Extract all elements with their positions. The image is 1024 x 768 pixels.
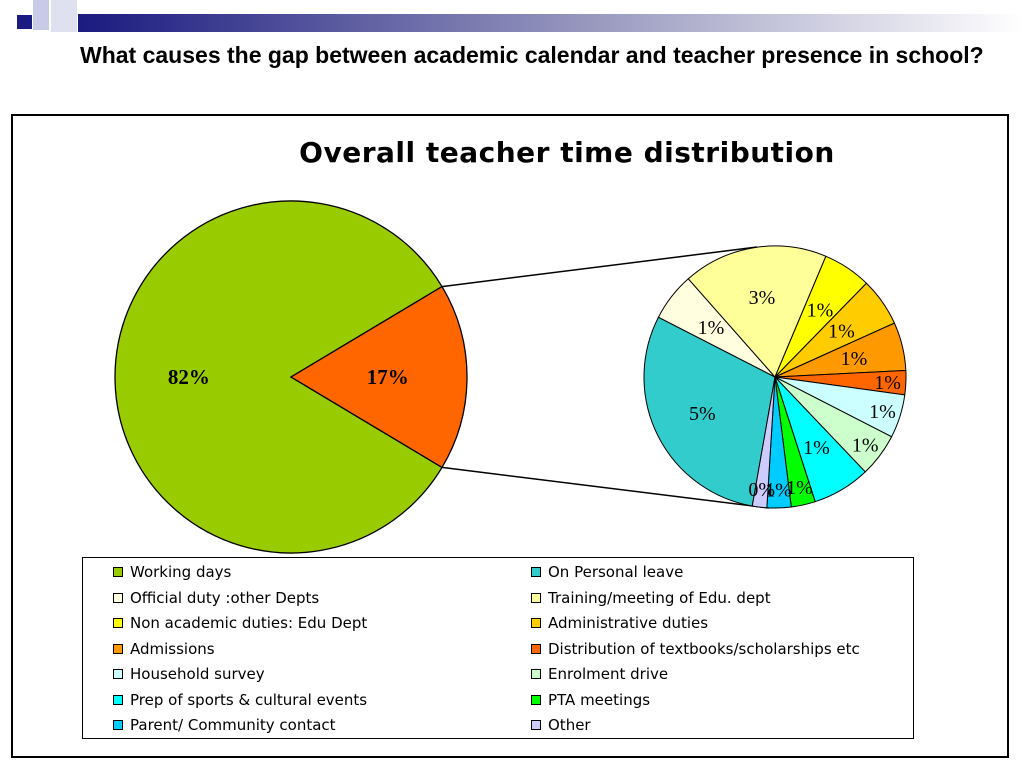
legend-label: Prep of sports & cultural events (130, 690, 368, 709)
chart-legend: Working days On Personal leave Official du… (82, 557, 914, 739)
legend-item-other: Other (531, 714, 591, 736)
legend-item-on-personal-leave: On Personal leave (531, 561, 683, 583)
legend-item-working-days: Working days (113, 561, 231, 583)
legend-swatch (531, 669, 541, 679)
legend-item-administrative-duties: Administrative duties (531, 612, 708, 634)
pie-connector-lines (441, 246, 770, 509)
pie-of-pie-chart: Overall teacher time distribution 82% 17%… (114, 136, 907, 554)
legend-swatch (531, 643, 541, 654)
main-pie-label-working-days: 82% (168, 365, 210, 389)
header-decoration (4, 0, 1024, 32)
legend-swatch (531, 592, 541, 603)
legend-item-enrolment-drive: Enrolment drive (531, 663, 668, 685)
legend-label: Working days (130, 563, 232, 581)
secondary-pie-label-official-duty-other-depts: 1% (698, 317, 725, 339)
legend-label: PTA meetings (548, 690, 651, 709)
secondary-pie-label-on-personal-leave: 5% (689, 403, 716, 425)
secondary-pie-label-pta-meetings: 1% (786, 477, 813, 499)
main-pie: 82% 17% (114, 200, 468, 554)
legend-swatch (531, 618, 541, 628)
chart-title: Overall teacher time distribution (299, 136, 835, 169)
legend-label: Other (548, 716, 591, 734)
legend-label: Non academic duties: Edu Dept (130, 614, 368, 632)
legend-label: On Personal leave (548, 563, 684, 581)
secondary-pie-label-non-academic-duties-edu-dept: 1% (807, 299, 834, 321)
legend-item-pta-meetings: PTA meetings (531, 689, 650, 711)
legend-item-official-duty-other-depts: Official duty :other Depts (113, 587, 319, 609)
legend-swatch (113, 720, 123, 730)
legend-label: Admissions (130, 639, 215, 658)
secondary-pie-label-training-meeting-of-edu-dept: 3% (749, 287, 776, 309)
connector-line-bottom (441, 466, 770, 509)
secondary-pie-label-household-survey: 1% (869, 401, 896, 423)
legend-swatch (531, 720, 541, 730)
secondary-pie: 5%1%3%1%1%1%1%1%1%1%1%1%0% (643, 245, 907, 509)
deco-square-dark (17, 15, 32, 29)
secondary-pie-label-other: 0% (748, 479, 775, 501)
deco-square-lavender-2 (51, 0, 77, 32)
legend-item-non-academic-duties-edu-dept: Non academic duties: Edu Dept (113, 612, 367, 634)
legend-swatch (113, 592, 123, 603)
legend-item-prep-of-sports-cultural-events: Prep of sports & cultural events (113, 689, 367, 711)
chart-frame: Overall teacher time distribution 82% 17%… (11, 114, 1009, 758)
main-pie-slice-working-days (114, 200, 443, 554)
legend-label: Administrative duties (548, 614, 709, 632)
secondary-pie-label-admissions: 1% (841, 348, 868, 370)
legend-label: Enrolment drive (548, 665, 669, 683)
legend-swatch (531, 567, 541, 577)
secondary-pie-slice-other (751, 376, 776, 509)
secondary-pie-label-administrative-duties: 1% (828, 320, 855, 342)
legend-item-training-meeting-of-edu-dept: Training/meeting of Edu. dept (531, 587, 771, 609)
legend-item-distribution-of-textbooks-scholarships-etc: Distribution of textbooks/scholarships e… (531, 638, 860, 660)
legend-swatch (531, 694, 541, 705)
legend-label: Official duty :other Depts (130, 588, 320, 607)
deco-square-light (4, 0, 18, 14)
legend-label: Household survey (130, 665, 265, 683)
legend-swatch (113, 669, 123, 679)
legend-item-admissions: Admissions (113, 638, 215, 660)
legend-swatch (113, 618, 123, 628)
slide-title: What causes the gap between academic cal… (80, 42, 984, 68)
legend-label: Distribution of textbooks/scholarships e… (548, 639, 860, 658)
legend-label: Parent/ Community contact (130, 716, 336, 734)
secondary-pie-label-parent-community-contact: 1% (765, 480, 792, 502)
secondary-pie-slice-training-meeting-of-edu-dept (687, 245, 827, 378)
legend-swatch (113, 694, 123, 705)
secondary-pie-label-prep-of-sports-cultural-events: 1% (803, 437, 830, 459)
secondary-pie-label-enrolment-drive: 1% (852, 435, 879, 457)
main-pie-slice-other-activities-exploded (289, 285, 468, 469)
connector-line-top (441, 246, 758, 288)
legend-item-household-survey: Household survey (113, 663, 265, 685)
main-pie-label-other-activities-exploded: 17% (367, 365, 409, 389)
deco-square-lavender (33, 0, 49, 30)
legend-swatch (113, 567, 123, 577)
secondary-pie-slice-on-personal-leave (643, 316, 776, 507)
legend-swatch (113, 643, 123, 654)
legend-item-parent-community-contact: Parent/ Community contact (113, 714, 336, 736)
secondary-pie-label-distribution-of-textbooks-scholarships-etc: 1% (874, 372, 901, 394)
legend-label: Training/meeting of Edu. dept (548, 588, 771, 607)
header-gradient-bar (78, 14, 1024, 32)
